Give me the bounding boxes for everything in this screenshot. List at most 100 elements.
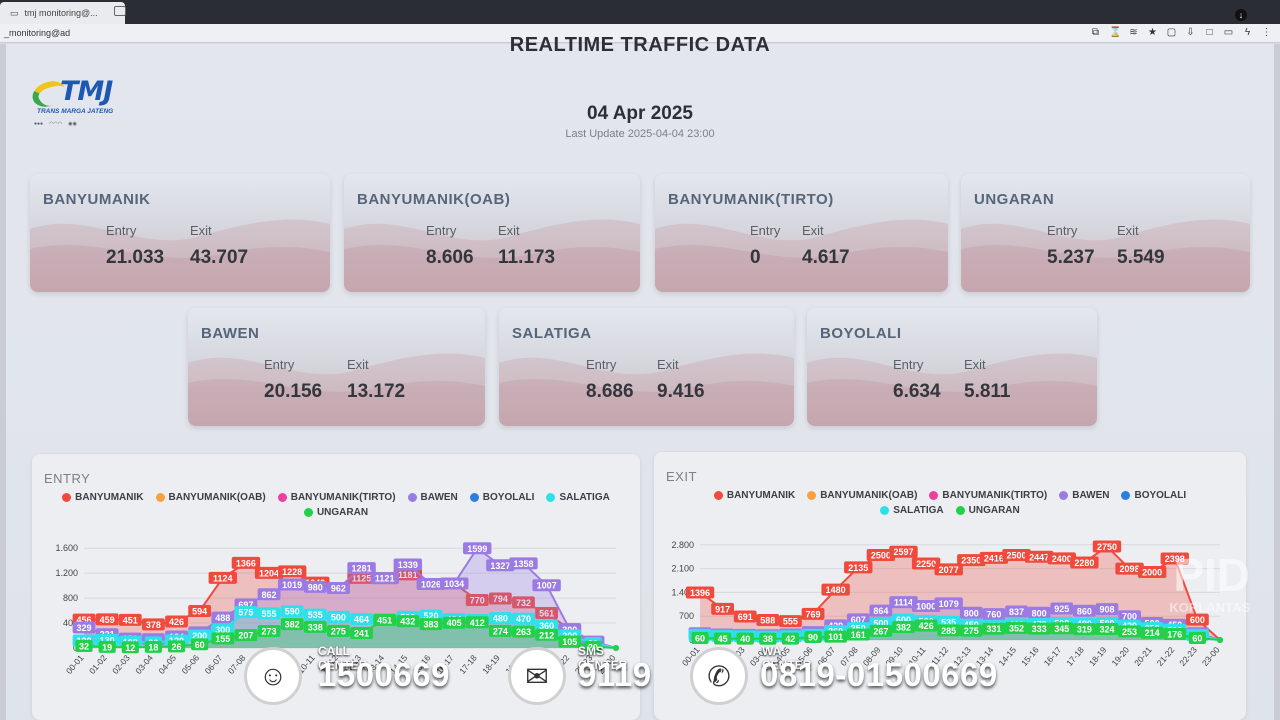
data-label-bg — [821, 583, 850, 596]
data-label: 19 — [102, 642, 112, 652]
legend-label: BOYOLALI — [1134, 490, 1187, 501]
data-label-bg — [1050, 622, 1074, 635]
legend-item[interactable]: BANYUMANIK — [713, 490, 796, 501]
data-label-bg — [914, 619, 938, 632]
data-label: 1114 — [894, 598, 913, 608]
data-label: 925 — [1054, 604, 1069, 614]
data-label-bg — [1005, 605, 1028, 618]
data-label: 382 — [896, 623, 911, 633]
entry-chart-panel: ENTRY BANYUMANIK BANYUMANIK(OAB) BANYUMANI… — [32, 454, 640, 720]
data-label: 20 — [588, 642, 598, 652]
data-label: 285 — [941, 626, 956, 636]
new-tab-icon[interactable] — [114, 6, 126, 16]
data-label: 1204 — [259, 568, 279, 578]
data-label-bg — [846, 628, 870, 641]
data-label: 1121 — [375, 574, 395, 584]
data-label-bg — [1095, 603, 1119, 616]
legend-dot-icon — [546, 493, 556, 502]
more-icon[interactable]: ⋮ — [1261, 27, 1272, 38]
data-label-bg — [350, 626, 373, 639]
legend-item[interactable]: BOYOLALI — [1121, 490, 1186, 501]
data-label: 600 — [896, 615, 911, 625]
address-bar[interactable]: _monitoring@ad ⧉ ⌛ ≋ ★ ▢ ⇩ □ ▭ ϟ ⋮ — [0, 24, 1280, 43]
legend-dot-icon — [155, 493, 165, 502]
data-label-bg — [416, 578, 446, 591]
window-icon[interactable]: □ — [1206, 27, 1213, 38]
data-label: 2135 — [848, 563, 868, 573]
legend-dot-icon — [1121, 491, 1131, 500]
star-icon[interactable]: ★ — [1148, 27, 1157, 38]
extension-icon[interactable]: ⌛ — [1109, 27, 1122, 38]
database-icon[interactable]: ≋ — [1129, 27, 1138, 38]
data-label: 426 — [919, 621, 934, 631]
data-label: 1007 — [537, 581, 557, 591]
bolt-icon[interactable]: ϟ — [1244, 27, 1251, 38]
data-label-bg — [982, 608, 1006, 621]
entry-label: Entry — [586, 357, 617, 372]
browser-tab[interactable]: ▭ tmj monitoring@... — [0, 2, 125, 24]
data-label-bg — [558, 635, 582, 648]
data-label: 329 — [76, 623, 91, 633]
data-label-bg — [1115, 562, 1144, 575]
data-label-bg — [1118, 610, 1141, 623]
data-label-bg — [465, 616, 489, 629]
data-label-bg — [801, 607, 825, 620]
legend-item[interactable]: BANYUMANIK(OAB) — [155, 492, 266, 503]
sms-center-label: SMS CENTER — [578, 644, 628, 672]
gate-name: BANYUMANIK(TIRTO) — [668, 191, 834, 208]
data-label: 2250 — [916, 559, 936, 569]
legend-item[interactable]: BAWEN — [1059, 490, 1109, 501]
legend-item[interactable]: BANYUMANIK(TIRTO) — [277, 492, 396, 503]
legend-item[interactable]: UNGARAN — [955, 505, 1020, 516]
data-point — [1217, 637, 1223, 643]
data-label: 155 — [215, 634, 230, 644]
legend-item[interactable]: BANYUMANIK — [62, 492, 144, 503]
data-label: 691 — [738, 612, 753, 622]
data-label: 794 — [493, 594, 508, 604]
data-label-bg — [512, 625, 535, 638]
legend-item[interactable]: BANYUMANIK(OAB) — [807, 490, 917, 501]
data-label: 241 — [354, 628, 369, 638]
data-label: 1124 — [213, 573, 233, 583]
data-label-bg — [1095, 622, 1119, 635]
sms-center-number: 9119 — [578, 656, 652, 693]
data-label-bg — [1005, 622, 1028, 635]
exit-label: Exit — [347, 357, 369, 372]
data-label: 360 — [539, 621, 554, 631]
chat-icon[interactable]: ▭ — [1223, 27, 1234, 38]
legend-item[interactable]: BAWEN — [407, 492, 458, 503]
data-label: 253 — [1122, 627, 1137, 637]
data-label: 263 — [516, 627, 531, 637]
legend-item[interactable]: SALATIGA — [546, 492, 610, 503]
page-icon[interactable]: ▢ — [1166, 27, 1177, 38]
download-bar-icon[interactable]: ⇩ — [1186, 27, 1195, 38]
data-label-bg — [121, 641, 139, 654]
data-label: 275 — [964, 626, 979, 636]
entry-label: Entry — [264, 357, 295, 372]
wa-center: ✆ WA CENTER 0819-01500669 — [690, 644, 997, 708]
legend-item[interactable]: BANYUMANIK(TIRTO) — [929, 490, 1047, 501]
data-label: 40 — [740, 634, 750, 644]
data-label: 42 — [785, 634, 795, 644]
legend-item[interactable]: UNGARAN — [303, 507, 368, 518]
entry-value: 8.606 — [426, 247, 474, 268]
data-label: 378 — [146, 620, 161, 630]
card-wave-decoration — [499, 353, 794, 426]
legend-item[interactable]: BOYOLALI — [469, 492, 534, 503]
download-icon[interactable]: ↓ — [1235, 9, 1247, 21]
screenshot-icon[interactable]: ⧉ — [1091, 27, 1100, 38]
exit-chart-panel: EXIT BANYUMANIK BANYUMANIK(OAB) BANYUMANIK… — [654, 452, 1246, 720]
data-label: 732 — [516, 598, 531, 608]
data-label-bg — [165, 615, 188, 628]
data-label-bg — [824, 630, 848, 643]
data-label: 500 — [331, 612, 346, 622]
data-label: 319 — [1077, 625, 1092, 635]
data-label-bg — [72, 621, 96, 634]
data-label: 412 — [470, 618, 485, 628]
wa-center-number: 0819-01500669 — [760, 656, 998, 693]
data-label: 480 — [493, 614, 508, 624]
legend-label: BANYUMANIK — [726, 490, 796, 501]
legend-item[interactable]: SALATIGA — [880, 505, 944, 516]
data-label-bg — [532, 579, 561, 592]
data-label: 1599 — [467, 544, 487, 554]
